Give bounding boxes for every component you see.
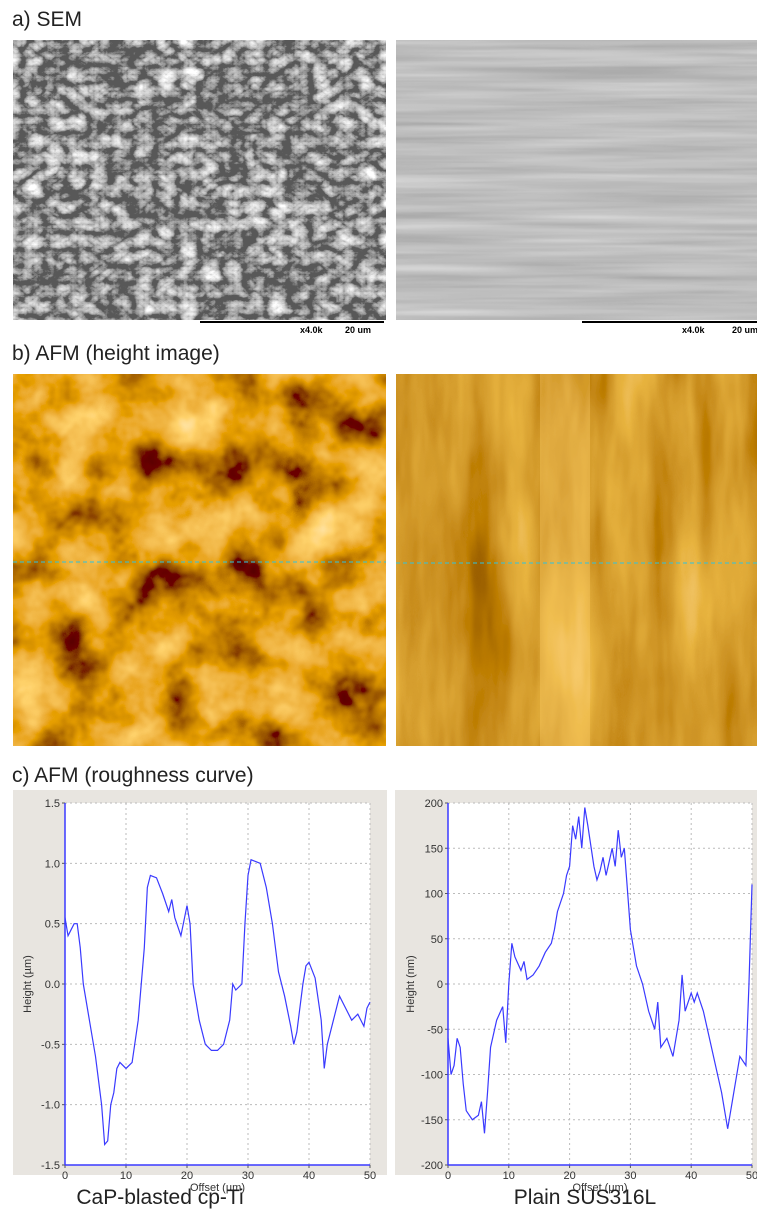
x-tick-label: 20 xyxy=(181,1170,193,1182)
scale-mag: x4.0k xyxy=(300,325,324,335)
y-tick-label: 0.5 xyxy=(45,919,60,931)
y-axis-label: Height (nm) xyxy=(405,955,417,1012)
y-tick-label: -50 xyxy=(427,1024,443,1036)
y-axis-label: Height (µm) xyxy=(22,955,34,1013)
y-tick-label: -150 xyxy=(421,1115,443,1127)
x-tick-label: 40 xyxy=(303,1170,315,1182)
y-tick-label: 200 xyxy=(425,798,443,810)
sem-image xyxy=(13,40,386,320)
x-tick-label: 50 xyxy=(364,1170,376,1182)
panel-label: b) AFM (height image) xyxy=(12,342,220,365)
afm-image xyxy=(396,374,757,746)
chart: -1.5 -1.0 -0.5 0.0 0.5 1.0 1.5 0 10 20 30 40 50 Offse… xyxy=(13,790,387,1194)
afm-ridge xyxy=(540,374,590,746)
y-tick-label: 100 xyxy=(425,889,443,901)
caption: Plain SUS316L xyxy=(514,1186,656,1209)
x-axis-label: Offset (µm) xyxy=(572,1182,627,1194)
x-tick-label: 20 xyxy=(563,1170,575,1182)
panel-label: a) SEM xyxy=(12,8,82,31)
y-tick-label: 150 xyxy=(425,843,443,855)
y-tick-label: -1.0 xyxy=(41,1100,60,1112)
x-tick-label: 0 xyxy=(62,1170,68,1182)
scale-length: 20 um xyxy=(345,325,371,335)
afm-image xyxy=(13,374,386,746)
y-tick-label: 1.5 xyxy=(45,798,60,810)
y-tick-label: -200 xyxy=(421,1160,443,1172)
sem-info-bar xyxy=(13,320,386,338)
y-tick-label: -1.5 xyxy=(41,1160,60,1172)
y-tick-label: 1.0 xyxy=(45,858,60,870)
scale-length: 20 um xyxy=(732,325,757,335)
roughness-curve xyxy=(447,807,753,1134)
sem-image xyxy=(396,40,757,320)
x-tick-label: 10 xyxy=(503,1170,515,1182)
y-tick-label: 50 xyxy=(431,934,443,946)
y-tick-label: -0.5 xyxy=(41,1039,60,1051)
x-tick-label: 0 xyxy=(445,1170,451,1182)
y-tick-label: -100 xyxy=(421,1070,443,1082)
y-tick-label: 0.0 xyxy=(45,979,60,991)
x-tick-label: 50 xyxy=(746,1170,757,1182)
caption: CaP-blasted cp-Ti xyxy=(76,1186,243,1209)
x-tick-label: 10 xyxy=(120,1170,132,1182)
x-tick-label: 30 xyxy=(624,1170,636,1182)
y-tick-label: 0 xyxy=(437,979,443,991)
chart: -200 -150 -100 -50 0 50 100 150 200 0 10 20 30 40 50 Of… xyxy=(395,790,757,1194)
x-tick-label: 30 xyxy=(242,1170,254,1182)
charts: -1.5 -1.0 -0.5 0.0 0.5 1.0 1.5 0 10 20 30 40 50 Offse… xyxy=(13,790,757,1194)
roughness-curve xyxy=(64,858,371,1146)
panel-label: c) AFM (roughness curve) xyxy=(12,764,254,787)
x-axis-label: Offset (µm) xyxy=(190,1182,245,1194)
scale-mag: x4.0k xyxy=(682,325,706,335)
sem-info-bar xyxy=(396,320,757,338)
x-tick-label: 40 xyxy=(685,1170,697,1182)
